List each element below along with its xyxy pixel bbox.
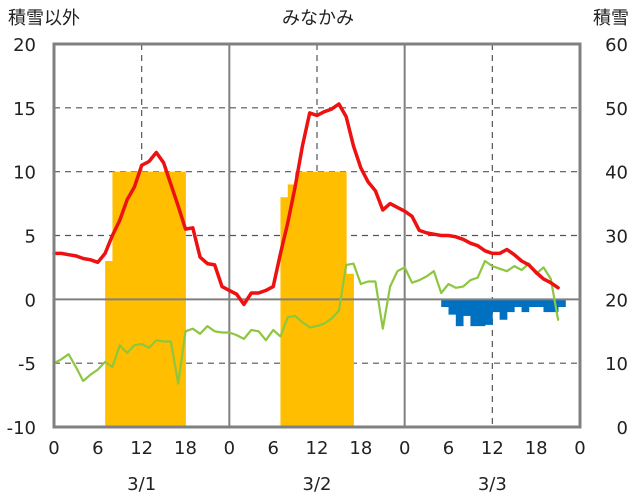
left-tick-label: 5 bbox=[25, 227, 36, 248]
day-label: 3/2 bbox=[303, 474, 332, 495]
negative-bar bbox=[441, 299, 449, 307]
x-tick-label: 0 bbox=[48, 438, 59, 459]
negative-bar bbox=[463, 299, 471, 316]
negative-bar bbox=[477, 299, 486, 327]
snow-depth-bar bbox=[280, 197, 289, 427]
day-label: 3/3 bbox=[478, 474, 507, 495]
negative-bar bbox=[485, 299, 493, 325]
negative-bar bbox=[455, 299, 464, 327]
right-tick-label: 60 bbox=[605, 35, 628, 56]
snow-depth-bar bbox=[105, 261, 113, 427]
negative-bar bbox=[558, 299, 566, 307]
x-tick-label: 18 bbox=[174, 438, 197, 459]
negative-bar bbox=[448, 299, 457, 315]
negative-bars bbox=[441, 299, 566, 327]
negative-bar bbox=[506, 299, 515, 313]
x-tick-label: 0 bbox=[399, 438, 410, 459]
x-tick-label: 6 bbox=[443, 438, 454, 459]
right-tick-label: 10 bbox=[605, 354, 628, 375]
right-tick-label: 40 bbox=[605, 163, 628, 184]
green-series-line bbox=[52, 259, 560, 385]
negative-bar bbox=[521, 299, 530, 313]
left-tick-label: 10 bbox=[13, 163, 36, 184]
plot-border bbox=[52, 42, 582, 429]
left-tick-label: 20 bbox=[13, 35, 36, 56]
snow-depth-bar bbox=[346, 273, 354, 427]
right-tick-label: 20 bbox=[605, 290, 628, 311]
x-tick-label: 12 bbox=[481, 438, 504, 459]
x-tick-label: 6 bbox=[267, 438, 278, 459]
snow-depth-bar bbox=[287, 184, 296, 427]
right-tick-label: 30 bbox=[605, 227, 628, 248]
x-tick-label: 18 bbox=[525, 438, 548, 459]
left-tick-label: 0 bbox=[25, 290, 36, 311]
negative-bar bbox=[492, 299, 501, 313]
chart-title: みなかみ bbox=[282, 8, 354, 29]
plot-frame bbox=[52, 42, 582, 429]
negative-bar bbox=[514, 299, 522, 307]
left-tick-label: -10 bbox=[7, 418, 36, 439]
left-tick-label: -5 bbox=[18, 354, 36, 375]
left-axis-label: 積雪以外 bbox=[8, 8, 80, 29]
negative-bar bbox=[536, 299, 544, 307]
x-tick-label: 18 bbox=[349, 438, 372, 459]
right-axis-label: 積雪 bbox=[593, 8, 629, 29]
left-tick-label: 15 bbox=[13, 99, 36, 120]
right-tick-label: 0 bbox=[617, 418, 628, 439]
negative-bar bbox=[543, 299, 552, 313]
x-tick-label: 12 bbox=[306, 438, 329, 459]
x-tick-label: 0 bbox=[574, 438, 585, 459]
negative-bar bbox=[470, 299, 479, 327]
negative-bar bbox=[528, 299, 537, 307]
red-series-line bbox=[52, 102, 560, 307]
x-tick-label: 0 bbox=[224, 438, 235, 459]
right-tick-label: 50 bbox=[605, 99, 628, 120]
negative-bar bbox=[499, 299, 508, 320]
day-label: 3/1 bbox=[127, 474, 156, 495]
x-tick-label: 12 bbox=[130, 438, 153, 459]
x-tick-label: 6 bbox=[92, 438, 103, 459]
